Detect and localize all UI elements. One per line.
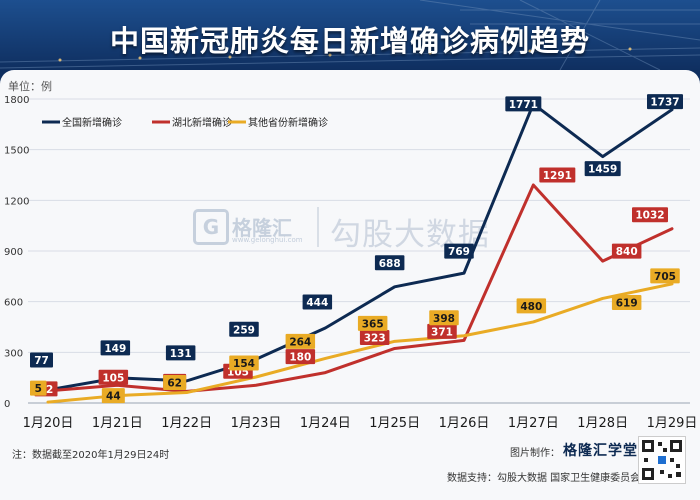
data-label: 705 — [654, 271, 676, 283]
data-label-box — [539, 167, 576, 183]
legend-label: 湖北新增确诊 — [172, 116, 232, 129]
data-label: 480 — [520, 301, 542, 313]
y-axis: 0 300 600 900 1200 1500 1800 — [4, 95, 29, 410]
qr-code-icon — [638, 436, 686, 484]
data-label-box — [516, 298, 547, 314]
data-label-box — [98, 369, 129, 385]
series-line-0 — [46, 102, 674, 392]
data-label: 105 — [102, 372, 124, 384]
x-tick-label: 1月27日 — [508, 416, 559, 431]
data-label-box — [611, 294, 642, 310]
data-label-box — [647, 94, 683, 110]
data-label: 149 — [104, 343, 126, 355]
data-source: 数据支持：勾股大数据 国家卫生健康委员会 — [447, 473, 641, 484]
data-label: 259 — [233, 324, 255, 336]
data-label: 444 — [306, 297, 328, 309]
data-label-box — [632, 207, 668, 223]
series-lines — [46, 102, 674, 404]
data-label-box — [30, 352, 53, 368]
x-axis: 1月20日 1月21日 1月22日 1月23日 1月24日 1月25日 1月26日 1月27日… — [23, 416, 698, 431]
data-label: 365 — [362, 318, 384, 330]
data-label-box — [650, 268, 680, 284]
bridge-background — [0, 0, 700, 71]
data-label-box — [285, 333, 316, 349]
series-line-1 — [46, 183, 674, 393]
data-label-box — [163, 375, 187, 391]
y-tick-label: 1200 — [4, 196, 29, 207]
x-tick-label: 1月22日 — [161, 416, 212, 431]
x-tick-label: 1月29日 — [647, 416, 698, 431]
data-label: 44 — [106, 391, 121, 403]
x-tick-label: 1月20日 — [23, 416, 74, 431]
y-tick-label: 900 — [4, 247, 23, 258]
credit-label: 图片制作： — [510, 448, 560, 459]
data-label-box — [30, 380, 47, 396]
data-label-box — [505, 96, 542, 112]
data-label: 1737 — [650, 97, 679, 109]
data-label-box — [444, 243, 474, 259]
page-title: 中国新冠肺炎每日新增确诊病例趋势 — [109, 24, 590, 58]
data-label-box — [229, 355, 259, 371]
data-label-box — [584, 161, 621, 177]
data-label-box — [429, 310, 459, 326]
data-label: 371 — [431, 326, 453, 338]
data-label-box — [611, 243, 642, 259]
data-label: 5 — [35, 383, 42, 395]
grid-lines — [28, 98, 690, 404]
x-tick-label: 1月21日 — [92, 416, 143, 431]
y-tick-label: 300 — [4, 348, 23, 359]
x-tick-label: 1月23日 — [231, 416, 282, 431]
data-label: 77 — [34, 355, 49, 367]
data-label: 688 — [379, 258, 401, 270]
data-label: 619 — [616, 297, 638, 309]
legend-label: 其他省份新增确诊 — [248, 116, 328, 129]
data-label: 62 — [167, 378, 182, 390]
data-label-box — [285, 349, 316, 365]
data-label-box — [100, 340, 131, 356]
data-label-box — [374, 255, 405, 271]
x-tick-label: 1月28日 — [577, 416, 628, 431]
data-label-box — [359, 329, 390, 345]
data-label: 769 — [448, 246, 470, 258]
data-label: 264 — [289, 336, 311, 348]
data-label: 323 — [364, 332, 386, 344]
unit-label: 单位：例 — [8, 80, 52, 93]
data-label: 1771 — [509, 99, 538, 111]
data-label: 180 — [289, 352, 311, 364]
data-label: 398 — [433, 313, 455, 325]
footnote: 注：数据截至2020年1月29日24时 — [12, 450, 170, 461]
y-tick-label: 1500 — [4, 146, 29, 157]
y-tick-label: 600 — [4, 298, 23, 309]
data-label-box — [302, 294, 333, 310]
x-tick-label: 1月24日 — [300, 416, 351, 431]
y-tick-label: 0 — [4, 399, 10, 410]
data-labels: 7714913125944468876917711459173772105691… — [30, 94, 683, 404]
data-label-box — [427, 323, 457, 339]
y-tick-label: 1800 — [4, 95, 29, 106]
data-label: 840 — [616, 246, 638, 258]
data-label-box — [165, 345, 196, 361]
watermark-divider — [317, 207, 319, 247]
watermark-brand: 格隆汇 — [232, 216, 292, 240]
x-tick-label: 1月25日 — [369, 416, 420, 431]
legend-label: 全国新增确诊 — [62, 116, 122, 129]
credit-brand: 格隆汇学堂 — [563, 443, 638, 459]
data-label-box — [229, 321, 259, 337]
data-label-box — [357, 315, 388, 331]
data-label-box — [101, 388, 125, 404]
watermark-sub: www.gelonghui.com — [232, 236, 303, 244]
data-label: 131 — [170, 348, 192, 360]
watermark-logo-icon: G — [193, 209, 229, 245]
legend: 全国新增确诊 湖北新增确诊 其他省份新增确诊 — [42, 116, 328, 129]
data-label: 1459 — [588, 164, 617, 176]
series-line-2 — [46, 282, 674, 404]
data-label: 1291 — [543, 170, 572, 182]
data-label: 1032 — [635, 210, 664, 222]
x-tick-label: 1月26日 — [439, 416, 490, 431]
data-label: 154 — [233, 358, 255, 370]
